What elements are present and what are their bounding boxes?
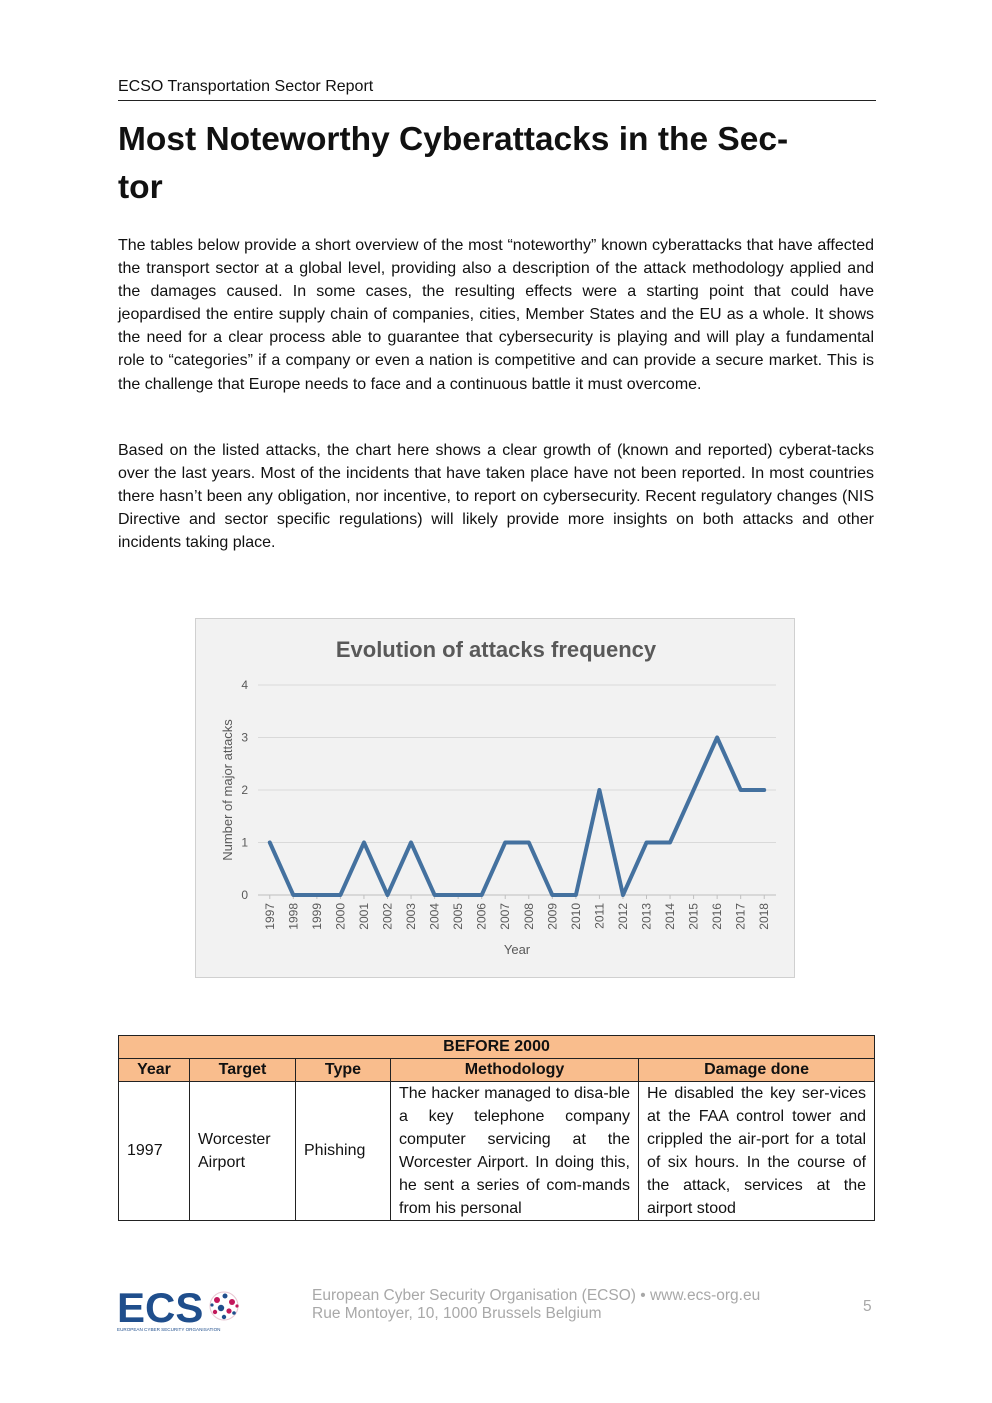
- x-tick-label: 2002: [381, 903, 395, 930]
- x-tick-label: 2017: [734, 903, 748, 930]
- methodology-text: The hacker managed to disa-ble a key tel…: [399, 1085, 630, 1217]
- x-tick-label: 2000: [333, 903, 347, 930]
- x-tick-label: 2001: [357, 903, 371, 930]
- x-tick-label: 2011: [592, 903, 606, 929]
- column-header-year: Year: [118, 1058, 190, 1082]
- footer-org-line: European Cyber Security Organisation (EC…: [312, 1287, 761, 1304]
- x-tick-label: 1999: [310, 903, 324, 930]
- x-tick-label: 2004: [428, 903, 442, 930]
- x-tick-label: 2014: [663, 903, 677, 930]
- logo-dots-icon: [209, 1291, 239, 1321]
- x-tick-label: 2005: [451, 903, 465, 930]
- column-header-type: Type: [295, 1058, 391, 1082]
- cell-target: Worcester Airport: [189, 1081, 296, 1221]
- running-header: ECSO Transportation Sector Report: [118, 77, 876, 101]
- cell-methodology: The hacker managed to disa-ble a key tel…: [390, 1081, 639, 1221]
- x-tick-label: 2010: [569, 903, 583, 930]
- x-tick-label: 2007: [498, 903, 512, 930]
- x-tick-label: 2013: [640, 903, 654, 930]
- x-tick-label: 2009: [545, 903, 559, 930]
- chart-title: Evolution of attacks frequency: [336, 637, 657, 662]
- y-tick-label: 3: [241, 731, 248, 745]
- ecso-logo: ECS EUROPEAN CYBER SECURITY ORGANISATION: [117, 1284, 239, 1332]
- chart-svg: Evolution of attacks frequency 0 1 2 3 4 1997 1…: [220, 637, 776, 957]
- x-tick-label: 1998: [286, 903, 300, 930]
- intro-paragraph: The tables below provide a short overvie…: [118, 237, 874, 393]
- y-tick-label: 4: [241, 678, 248, 692]
- footer-address-line: Rue Montoyer, 10, 1000 Brussels Belgium: [312, 1305, 602, 1322]
- footer-contact: European Cyber Security Organisation (EC…: [312, 1287, 760, 1323]
- x-tick-label: 2006: [475, 903, 489, 930]
- chart-intro-paragraph: Based on the listed attacks, the chart h…: [118, 442, 874, 552]
- x-tick-label: 2016: [710, 903, 724, 930]
- table-band-title: BEFORE 2000: [117, 1035, 876, 1059]
- page-title: Most Noteworthy Cyberattacks in the Sec-…: [118, 121, 789, 206]
- x-tick-label: 2003: [404, 903, 418, 930]
- column-header-target: Target: [189, 1058, 296, 1082]
- attacks-table: BEFORE 2000 Year Target Type Methodology…: [117, 1035, 876, 1221]
- x-tick-label: 2008: [522, 903, 536, 930]
- table-row: 1997 Worcester Airport Phishing The hack…: [118, 1081, 876, 1221]
- cell-damage: He disabled the key ser-vices at the FAA…: [637, 1081, 876, 1221]
- x-tick-label: 2012: [616, 903, 630, 930]
- damage-text: He disabled the key ser-vices at the FAA…: [647, 1085, 867, 1217]
- series-line: [267, 735, 767, 897]
- y-tick-label: 0: [241, 888, 248, 902]
- attacks-chart: Evolution of attacks frequency 0 1 2 3 4 1997 1…: [195, 618, 795, 978]
- logo-subtext: EUROPEAN CYBER SECURITY ORGANISATION: [117, 1327, 220, 1332]
- x-axis-title: Year: [504, 942, 531, 957]
- x-tick-label: 1997: [263, 903, 277, 930]
- page-number: 5: [863, 1298, 872, 1315]
- x-tick-label: 2018: [757, 903, 771, 930]
- cell-type: Phishing: [295, 1081, 391, 1221]
- cell-year: 1997: [118, 1081, 190, 1221]
- y-tick-label: 1: [241, 836, 248, 850]
- column-header-methodology: Methodology: [390, 1058, 639, 1082]
- x-tick-label: 2015: [687, 903, 701, 930]
- logo-text: ECS: [117, 1284, 203, 1331]
- y-axis-title: Number of major attacks: [220, 719, 235, 861]
- y-tick-label: 2: [241, 783, 248, 797]
- column-header-damage: Damage done: [637, 1058, 876, 1082]
